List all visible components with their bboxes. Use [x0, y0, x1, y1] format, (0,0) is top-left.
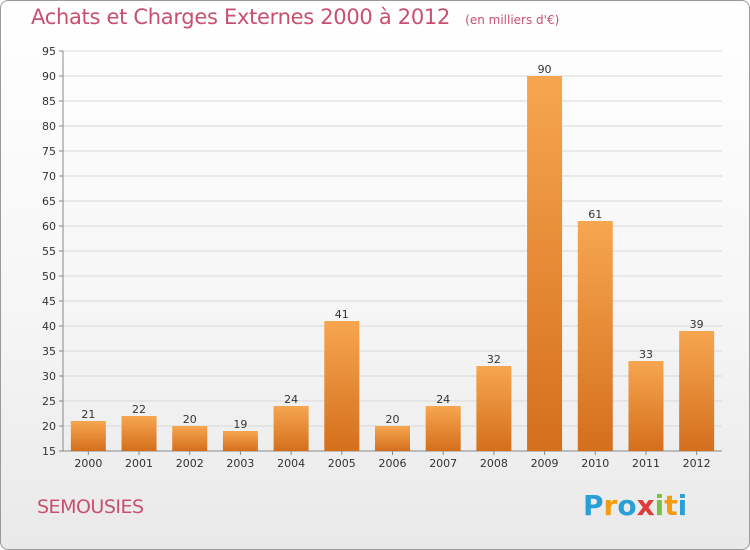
bar-2012[interactable] [679, 331, 715, 451]
axes [59, 50, 722, 455]
y-tick-label: 70 [42, 170, 56, 183]
x-tick-label-2007: 2007 [429, 457, 457, 470]
y-tick-label: 15 [42, 445, 56, 458]
bar-2006[interactable] [375, 426, 410, 451]
y-tick-label: 75 [42, 145, 56, 158]
value-label-2003: 19 [233, 418, 247, 431]
x-tick-label-2010: 2010 [581, 457, 609, 470]
x-tick-label-2009: 2009 [531, 457, 559, 470]
bar-2007[interactable] [425, 406, 461, 451]
value-labels: 21 22 20 19 24 41 20 24 32 90 61 33 39 [81, 63, 703, 431]
bar-2011[interactable] [628, 361, 664, 451]
value-label-2001: 22 [132, 403, 146, 416]
x-tick-label-2006: 2006 [379, 457, 407, 470]
chart-title-row: Achats et Charges Externes 2000 à 2012 (… [31, 5, 559, 29]
value-label-2006: 20 [386, 413, 400, 426]
y-tick-label: 55 [42, 245, 56, 258]
y-tick-label: 30 [42, 370, 56, 383]
logo-letter: i [677, 489, 688, 522]
value-label-2010: 61 [588, 208, 602, 221]
logo-letter: i [654, 489, 665, 522]
bars [70, 76, 715, 451]
y-tick-label: 60 [42, 220, 56, 233]
y-tick-labels: 15 20 25 30 35 40 45 50 55 60 65 70 75 80 85 90 95 [42, 45, 56, 458]
x-tick-labels: 2000 2001 2002 2003 2004 2005 2006 2007 2008 2009… [74, 457, 710, 470]
chart-title: Achats et Charges Externes 2000 à 2012 [31, 5, 451, 29]
bar-2002[interactable] [172, 426, 208, 451]
proxiti-logo[interactable]: Proxiti [583, 489, 687, 522]
value-label-2012: 39 [690, 318, 704, 331]
value-label-2011: 33 [639, 348, 653, 361]
y-tick-label: 85 [42, 95, 56, 108]
value-label-2005: 41 [335, 308, 349, 321]
value-label-2007: 24 [436, 393, 450, 406]
value-label-2009: 90 [538, 63, 552, 76]
chart-unit-note: (en milliers d'€) [465, 13, 560, 27]
x-tick-label-2002: 2002 [176, 457, 204, 470]
logo-letter: P [583, 489, 604, 522]
x-tick-label-2011: 2011 [632, 457, 660, 470]
y-tick-label: 90 [42, 70, 56, 83]
logo-letter: t [664, 489, 678, 522]
logo-letter: x [636, 489, 655, 522]
y-tick-label: 95 [42, 45, 56, 58]
value-label-2000: 21 [81, 408, 95, 421]
x-tick-label-2005: 2005 [328, 457, 356, 470]
bar-2010[interactable] [577, 221, 613, 451]
y-tick-label: 65 [42, 195, 56, 208]
y-tick-label: 20 [42, 420, 56, 433]
value-label-2002: 20 [183, 413, 197, 426]
bar-2008[interactable] [476, 366, 512, 451]
value-label-2008: 32 [487, 353, 501, 366]
x-tick-label-2004: 2004 [277, 457, 305, 470]
y-tick-label: 40 [42, 320, 56, 333]
logo-letter: r [603, 489, 618, 522]
x-tick-label-2003: 2003 [226, 457, 254, 470]
bar-2009[interactable] [527, 76, 563, 451]
bar-2001[interactable] [121, 416, 157, 451]
y-tick-label: 35 [42, 345, 56, 358]
y-tick-label: 45 [42, 295, 56, 308]
y-tick-label: 80 [42, 120, 56, 133]
y-tick-label: 50 [42, 270, 56, 283]
y-tick-label: 25 [42, 395, 56, 408]
bar-2004[interactable] [273, 406, 309, 451]
x-tick-label-2000: 2000 [74, 457, 102, 470]
logo-letter: o [617, 489, 637, 522]
commune-name: SEMOUSIES [37, 496, 144, 518]
x-tick-label-2012: 2012 [683, 457, 711, 470]
bar-2000[interactable] [70, 421, 106, 451]
bar-2003[interactable] [222, 431, 258, 451]
gridlines [63, 50, 722, 452]
value-label-2004: 24 [284, 393, 298, 406]
bar-2005[interactable] [324, 321, 360, 451]
x-tick-label-2001: 2001 [125, 457, 153, 470]
x-tick-label-2008: 2008 [480, 457, 508, 470]
